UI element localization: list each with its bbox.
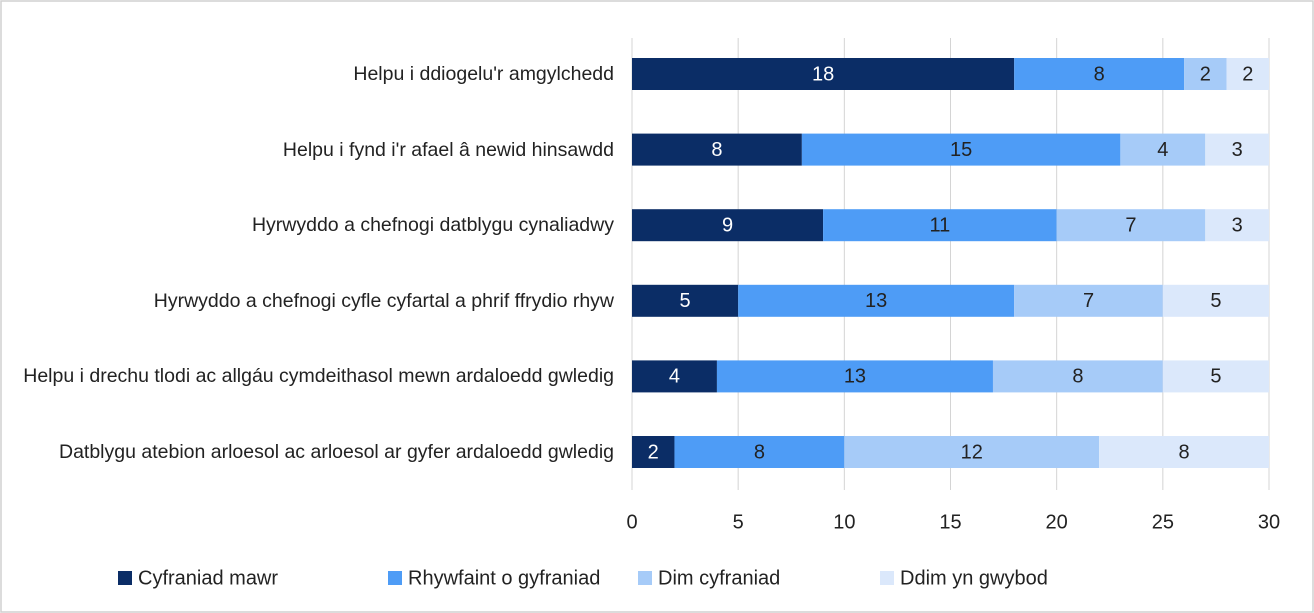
bar-segment — [674, 436, 845, 468]
bar-segment — [992, 360, 1163, 393]
data-label: 13 — [865, 290, 887, 312]
data-label: 13 — [844, 366, 866, 388]
x-tick-label: 15 — [939, 511, 961, 533]
x-tick-label: 20 — [1046, 511, 1068, 533]
data-label: 5 — [1210, 366, 1221, 388]
x-tick-label: 30 — [1258, 511, 1280, 533]
bar-segment — [632, 284, 739, 317]
bar-segment — [632, 58, 1015, 90]
category-label: Helpu i ddiogelu'r amgylchedd — [353, 63, 614, 85]
bar-segment — [1099, 436, 1269, 468]
category-label: Datblygu atebion arloesol ac arloesol ar… — [58, 441, 614, 463]
legend-label: Cyfraniad mawr — [138, 567, 278, 589]
data-label: 15 — [950, 139, 972, 161]
bar-segment — [1205, 133, 1269, 166]
legend-swatch — [638, 571, 652, 585]
x-tick-label: 5 — [733, 511, 744, 533]
bar-segment — [1184, 58, 1227, 90]
legend-swatch — [118, 571, 132, 585]
bar-segment — [632, 360, 717, 393]
bar-segment — [1205, 209, 1269, 242]
data-label: 4 — [669, 366, 680, 388]
bar-segment — [632, 209, 824, 242]
data-label: 18 — [812, 63, 834, 85]
data-label: 3 — [1232, 139, 1243, 161]
data-label: 2 — [1242, 63, 1253, 85]
data-label: 11 — [930, 214, 951, 236]
data-label: 8 — [754, 441, 765, 463]
x-tick-label: 10 — [833, 511, 855, 533]
data-label: 4 — [1157, 139, 1168, 161]
legend-label: Dim cyfraniad — [658, 567, 780, 589]
bar-segment — [716, 360, 993, 393]
x-tick-label: 25 — [1152, 511, 1174, 533]
data-label: 5 — [680, 290, 691, 312]
bar-segment — [738, 284, 1015, 317]
data-label: 9 — [722, 214, 733, 236]
data-label: 8 — [1094, 63, 1105, 85]
legend-label: Rhywfaint o gyfraniad — [408, 567, 600, 589]
bar-segment — [632, 133, 802, 166]
bar-segment — [632, 436, 675, 468]
bar-segment — [1162, 284, 1269, 317]
data-label: 12 — [961, 441, 983, 463]
legend-swatch — [388, 571, 402, 585]
data-label: 8 — [711, 139, 722, 161]
bar-segment — [1120, 133, 1206, 166]
x-tick-label: 0 — [626, 511, 637, 533]
category-label: Hyrwyddo a chefnogi datblygu cynaliadwy — [251, 214, 614, 237]
bar-segment — [1014, 284, 1163, 317]
data-label: 7 — [1125, 214, 1136, 236]
bar-segment — [844, 436, 1100, 468]
legend-label: Ddim yn gwybod — [900, 567, 1048, 589]
data-label: 3 — [1232, 214, 1243, 236]
data-label: 8 — [1072, 366, 1083, 388]
data-label: 7 — [1083, 290, 1094, 312]
data-label: 8 — [1179, 441, 1190, 463]
category-label: Helpu i drechu tlodi ac allgáu cymdeitha… — [23, 365, 614, 388]
bar-segment — [1162, 360, 1269, 393]
bar-segment — [823, 209, 1057, 242]
bar-segment — [1014, 58, 1185, 90]
category-label: Hyrwyddo a chefnogi cyfle cyfartal a phr… — [153, 289, 614, 312]
bar-segment — [801, 133, 1121, 166]
bar-segment — [1226, 58, 1269, 90]
legend-swatch — [880, 571, 894, 585]
bar-segment — [1056, 209, 1206, 242]
category-label: Helpu i fynd i'r afael â newid hinsawdd — [282, 138, 614, 161]
data-label: 5 — [1210, 290, 1221, 312]
data-label: 2 — [1200, 63, 1211, 85]
data-label: 2 — [648, 441, 659, 463]
